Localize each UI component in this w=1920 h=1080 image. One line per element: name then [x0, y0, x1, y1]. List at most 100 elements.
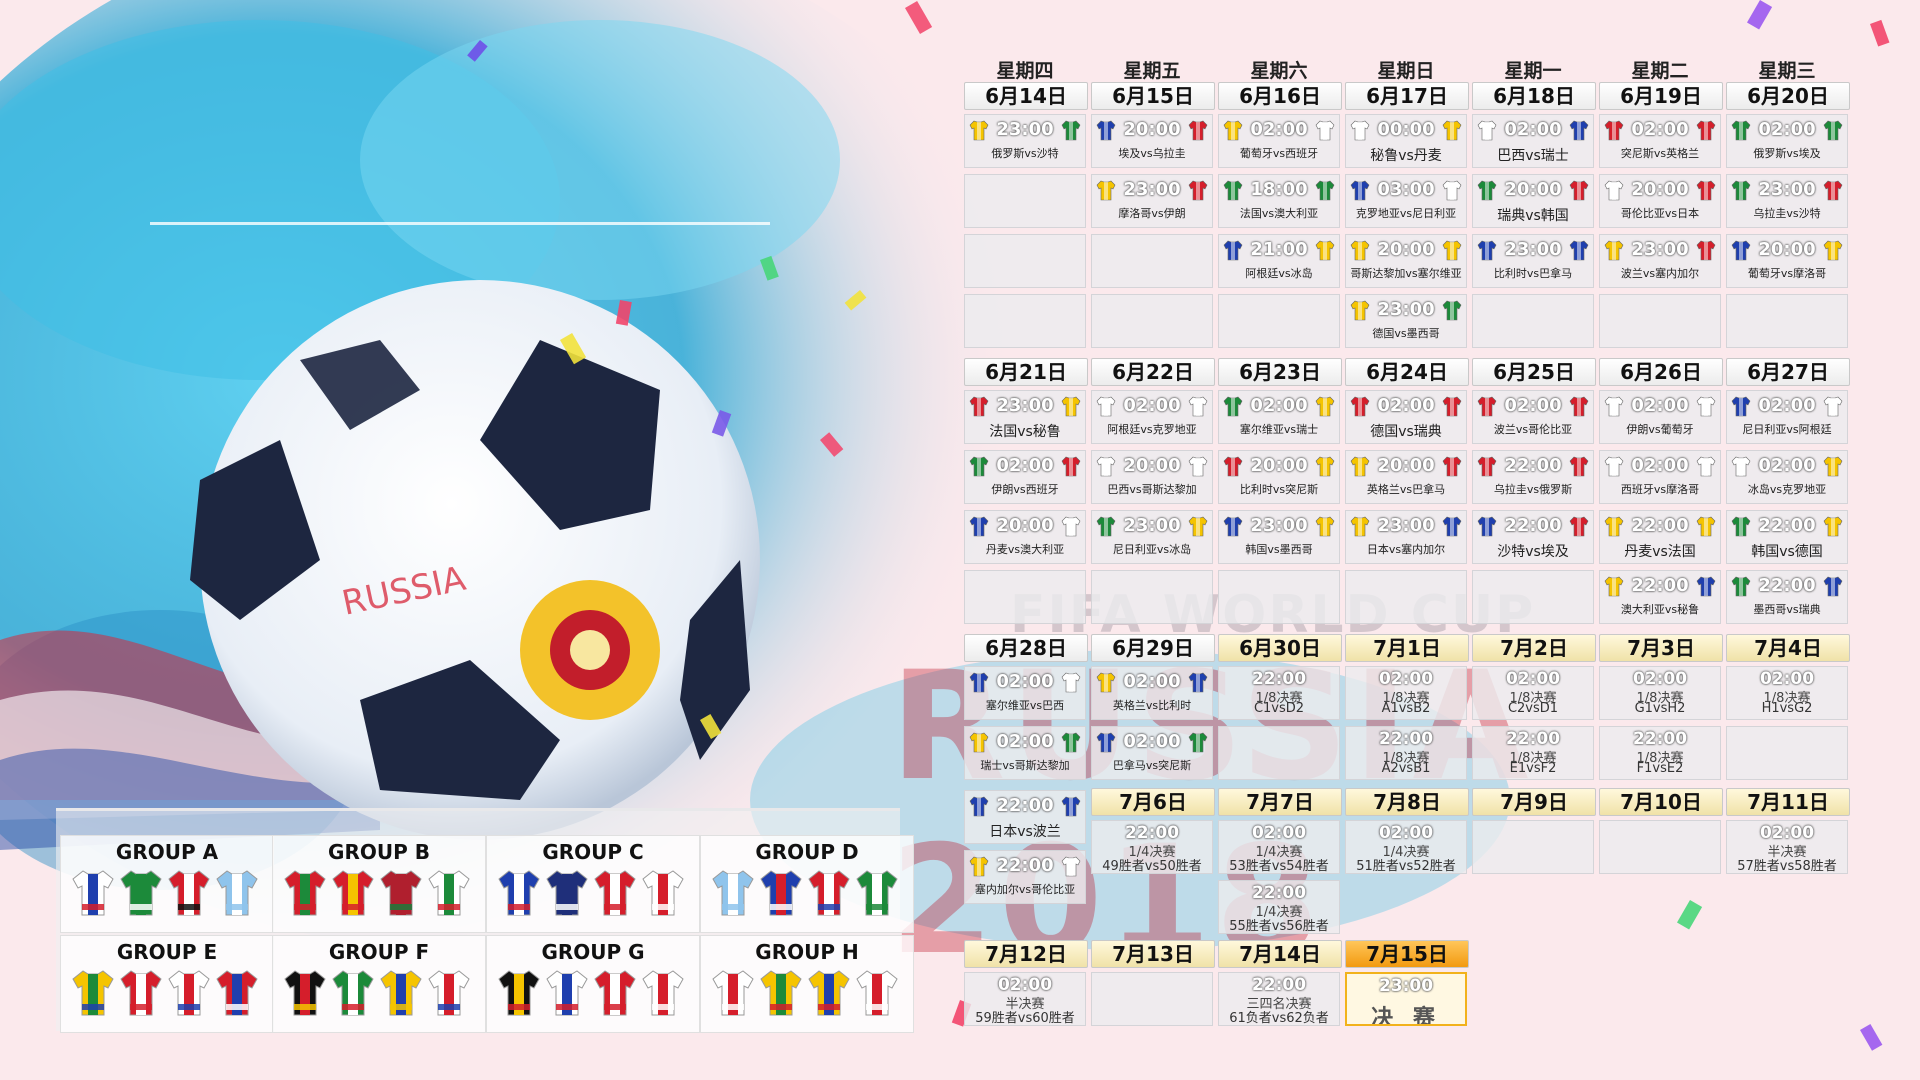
team-shirt-icon — [641, 968, 685, 1018]
team-shirt-icon — [807, 868, 851, 918]
group-shirts — [71, 868, 263, 922]
match-cell: 02:00 突尼斯vs英格兰 — [1599, 114, 1721, 168]
empty-cell — [1218, 294, 1340, 348]
team-shirt-icon — [1476, 119, 1498, 141]
team-shirt-icon — [1730, 515, 1752, 537]
team-shirt-icon — [855, 868, 899, 918]
team-shirt-icon — [1349, 299, 1371, 321]
team-shirt-icon — [119, 968, 163, 1018]
match-teams: 西班牙vs摩洛哥 — [1600, 481, 1720, 497]
team-shirt-icon — [167, 868, 211, 918]
weekday-label: 星期六 — [1219, 56, 1339, 83]
match-pairing: A2vsB1 — [1346, 761, 1466, 776]
group-box-d: GROUP D — [700, 835, 914, 933]
date-header: 7月1日 — [1345, 634, 1469, 662]
match-teams: 沙特vs埃及 — [1473, 541, 1593, 561]
team-shirt-icon — [1695, 119, 1717, 141]
team-shirt-icon — [1349, 515, 1371, 537]
team-shirt-icon — [1095, 395, 1117, 417]
match-cell: 02:00 西班牙vs摩洛哥 — [1599, 450, 1721, 504]
match-teams: 日本vs波兰 — [965, 821, 1085, 841]
team-shirt-icon — [1822, 179, 1844, 201]
team-shirt-icon — [1314, 395, 1336, 417]
match-cell: 00:00 秘鲁vs丹麦 — [1345, 114, 1467, 168]
empty-cell — [964, 234, 1086, 288]
empty-cell — [1599, 294, 1721, 348]
team-shirt-icon — [71, 868, 115, 918]
date-header: 7月2日 — [1472, 634, 1596, 662]
weekday-label: 星期四 — [965, 56, 1085, 83]
team-shirt-icon — [759, 968, 803, 1018]
team-shirt-icon — [1187, 515, 1209, 537]
match-cell: 22:00 1/4决赛 49胜者vs50胜者 — [1091, 820, 1213, 874]
team-shirt-icon — [1349, 395, 1371, 417]
team-shirt-icon — [711, 868, 755, 918]
team-shirt-icon — [1060, 671, 1082, 693]
date-header: 6月20日 — [1726, 82, 1850, 110]
team-shirt-icon — [1730, 455, 1752, 477]
match-teams: 韩国vs墨西哥 — [1219, 541, 1339, 557]
match-teams: 巴拿马vs突尼斯 — [1092, 757, 1212, 773]
group-shirts — [283, 968, 475, 1022]
team-shirt-icon — [1349, 239, 1371, 261]
match-teams: 塞内加尔vs哥伦比亚 — [965, 881, 1085, 897]
group-shirts — [497, 968, 689, 1022]
match-cell: 02:00 冰岛vs克罗地亚 — [1726, 450, 1848, 504]
match-cell: 02:00 葡萄牙vs西班牙 — [1218, 114, 1340, 168]
team-shirt-icon — [1476, 455, 1498, 477]
empty-cell — [1472, 570, 1594, 624]
team-shirt-icon — [1095, 179, 1117, 201]
match-time: 02:00 — [1473, 669, 1593, 689]
match-cell: 22:00 澳大利亚vs秘鲁 — [1599, 570, 1721, 624]
team-shirt-icon — [968, 515, 990, 537]
match-time: 22:00 — [1092, 823, 1212, 843]
match-teams: 丹麦vs法国 — [1600, 541, 1720, 561]
team-shirt-icon — [1568, 179, 1590, 201]
group-shirts — [711, 868, 903, 922]
group-box-c: GROUP C — [486, 835, 700, 933]
date-header: 7月15日 — [1345, 940, 1469, 968]
match-pairing: 59胜者vs60胜者 — [965, 1007, 1085, 1026]
team-shirt-icon — [1730, 179, 1752, 201]
team-shirt-icon — [1314, 179, 1336, 201]
match-time: 02:00 — [1600, 669, 1720, 689]
team-shirt-icon — [331, 968, 375, 1018]
match-cell: 23:00 日本vs塞内加尔 — [1345, 510, 1467, 564]
team-shirt-icon — [968, 855, 990, 877]
match-cell: 02:00 1/8决赛 A1vsB2 — [1345, 666, 1467, 720]
group-name: GROUP A — [61, 840, 273, 864]
match-teams: 哥斯达黎加vs塞尔维亚 — [1346, 265, 1466, 281]
match-teams: 哥伦比亚vs日本 — [1600, 205, 1720, 221]
match-time: 02:00 — [1346, 669, 1466, 689]
team-shirt-icon — [497, 968, 541, 1018]
group-box-h: GROUP H — [700, 935, 914, 1033]
team-shirt-icon — [1603, 515, 1625, 537]
team-shirt-icon — [1441, 395, 1463, 417]
team-shirt-icon — [1603, 239, 1625, 261]
team-shirt-icon — [1730, 395, 1752, 417]
team-shirt-icon — [1187, 671, 1209, 693]
group-shirts — [711, 968, 903, 1022]
match-pairing: A1vsB2 — [1346, 701, 1466, 716]
empty-cell — [1472, 294, 1594, 348]
match-time: 22:00 — [1219, 975, 1339, 995]
date-header: 6月17日 — [1345, 82, 1469, 110]
match-pairing: C1vsD2 — [1219, 701, 1339, 716]
match-cell: 02:00 半决赛 59胜者vs60胜者 — [964, 972, 1086, 1026]
team-shirt-icon — [1695, 239, 1717, 261]
team-shirt-icon — [1603, 119, 1625, 141]
group-name: GROUP B — [273, 840, 485, 864]
team-shirt-icon — [1222, 455, 1244, 477]
match-cell: 02:00 半决赛 57胜者vs58胜者 — [1726, 820, 1848, 874]
team-shirt-icon — [1060, 731, 1082, 753]
match-teams: 墨西哥vs瑞典 — [1727, 601, 1847, 617]
match-cell: 23:00 德国vs墨西哥 — [1345, 294, 1467, 348]
team-shirt-icon — [593, 868, 637, 918]
team-shirt-icon — [1314, 515, 1336, 537]
date-header: 6月25日 — [1472, 358, 1596, 386]
match-pairing: G1vsH2 — [1600, 701, 1720, 716]
match-cell: 22:00 1/8决赛 E1vsF2 — [1472, 726, 1594, 780]
team-shirt-icon — [427, 868, 471, 918]
team-shirt-icon — [1187, 119, 1209, 141]
match-teams: 德国vs瑞典 — [1346, 421, 1466, 441]
